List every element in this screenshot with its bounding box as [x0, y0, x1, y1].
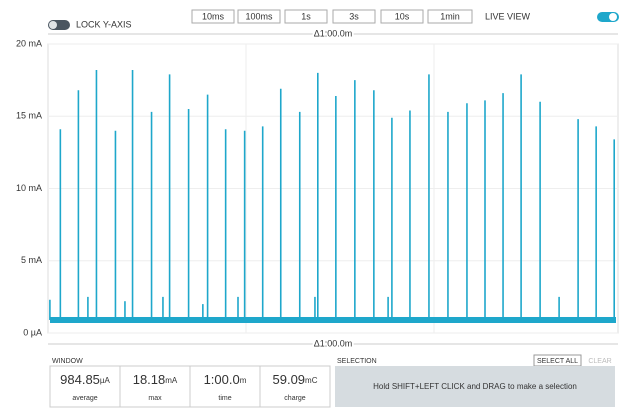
- y-tick-label: 0 µA: [23, 327, 42, 337]
- range-button[interactable]: [427, 9, 473, 24]
- y-tick-label: 20 mA: [16, 38, 42, 48]
- lock-label: LOCK Y-AXIS: [76, 19, 132, 29]
- window-title: WINDOW: [52, 358, 83, 365]
- delta-bottom: Δ1:00.0m: [314, 338, 353, 348]
- stat-unit: µA: [100, 376, 111, 385]
- live-knob: [609, 13, 617, 21]
- y-tick-label: 15 mA: [16, 111, 42, 121]
- stat-number: 18.18: [133, 372, 166, 387]
- lock-knob: [49, 21, 57, 29]
- range-button[interactable]: [284, 9, 328, 24]
- range-label: 10ms: [202, 11, 225, 21]
- stat-unit: mC: [305, 376, 318, 385]
- range-label: 3s: [349, 11, 359, 21]
- stat-number: 59.09: [273, 372, 306, 387]
- range-label: 100ms: [245, 11, 273, 21]
- stat-value: 59.09mC: [273, 372, 318, 387]
- stat-value: 18.18mA: [133, 372, 178, 387]
- range-label: 10s: [395, 11, 410, 21]
- stat-value: 1:00.0m: [204, 372, 247, 387]
- stat-value: 984.85µA: [60, 372, 110, 387]
- stat-box: [189, 365, 261, 408]
- selection-hint: Hold SHIFT+LEFT CLICK and DRAG to make a…: [373, 382, 577, 391]
- range-button[interactable]: [191, 9, 235, 24]
- stat-label: average: [72, 395, 97, 402]
- clear-button[interactable]: CLEAR: [588, 358, 611, 365]
- stat-unit: m: [240, 376, 247, 385]
- range-button[interactable]: [237, 9, 281, 24]
- range-button[interactable]: [332, 9, 376, 24]
- range-button[interactable]: [380, 9, 424, 24]
- stat-unit: mA: [165, 376, 178, 385]
- range-label: 1s: [301, 11, 311, 21]
- y-tick-label: 10 mA: [16, 183, 42, 193]
- baseline-current: [50, 316, 616, 323]
- stat-box: [259, 365, 331, 408]
- delta-top: Δ1:00.0m: [314, 28, 353, 38]
- stat-number: 984.85: [60, 372, 100, 387]
- selection-area[interactable]: [335, 366, 615, 407]
- stat-label: charge: [284, 395, 306, 402]
- selection-title: SELECTION: [337, 358, 377, 365]
- stat-box: [119, 365, 191, 408]
- stat-number: 1:00.0: [204, 372, 240, 387]
- live-label: LIVE VIEW: [485, 11, 531, 21]
- select-all-label: SELECT ALL: [537, 358, 578, 365]
- range-label: 1min: [440, 11, 460, 21]
- stat-label: max: [148, 395, 162, 402]
- stat-label: time: [218, 395, 231, 402]
- y-tick-label: 5 mA: [21, 255, 42, 265]
- stat-box: [49, 365, 121, 408]
